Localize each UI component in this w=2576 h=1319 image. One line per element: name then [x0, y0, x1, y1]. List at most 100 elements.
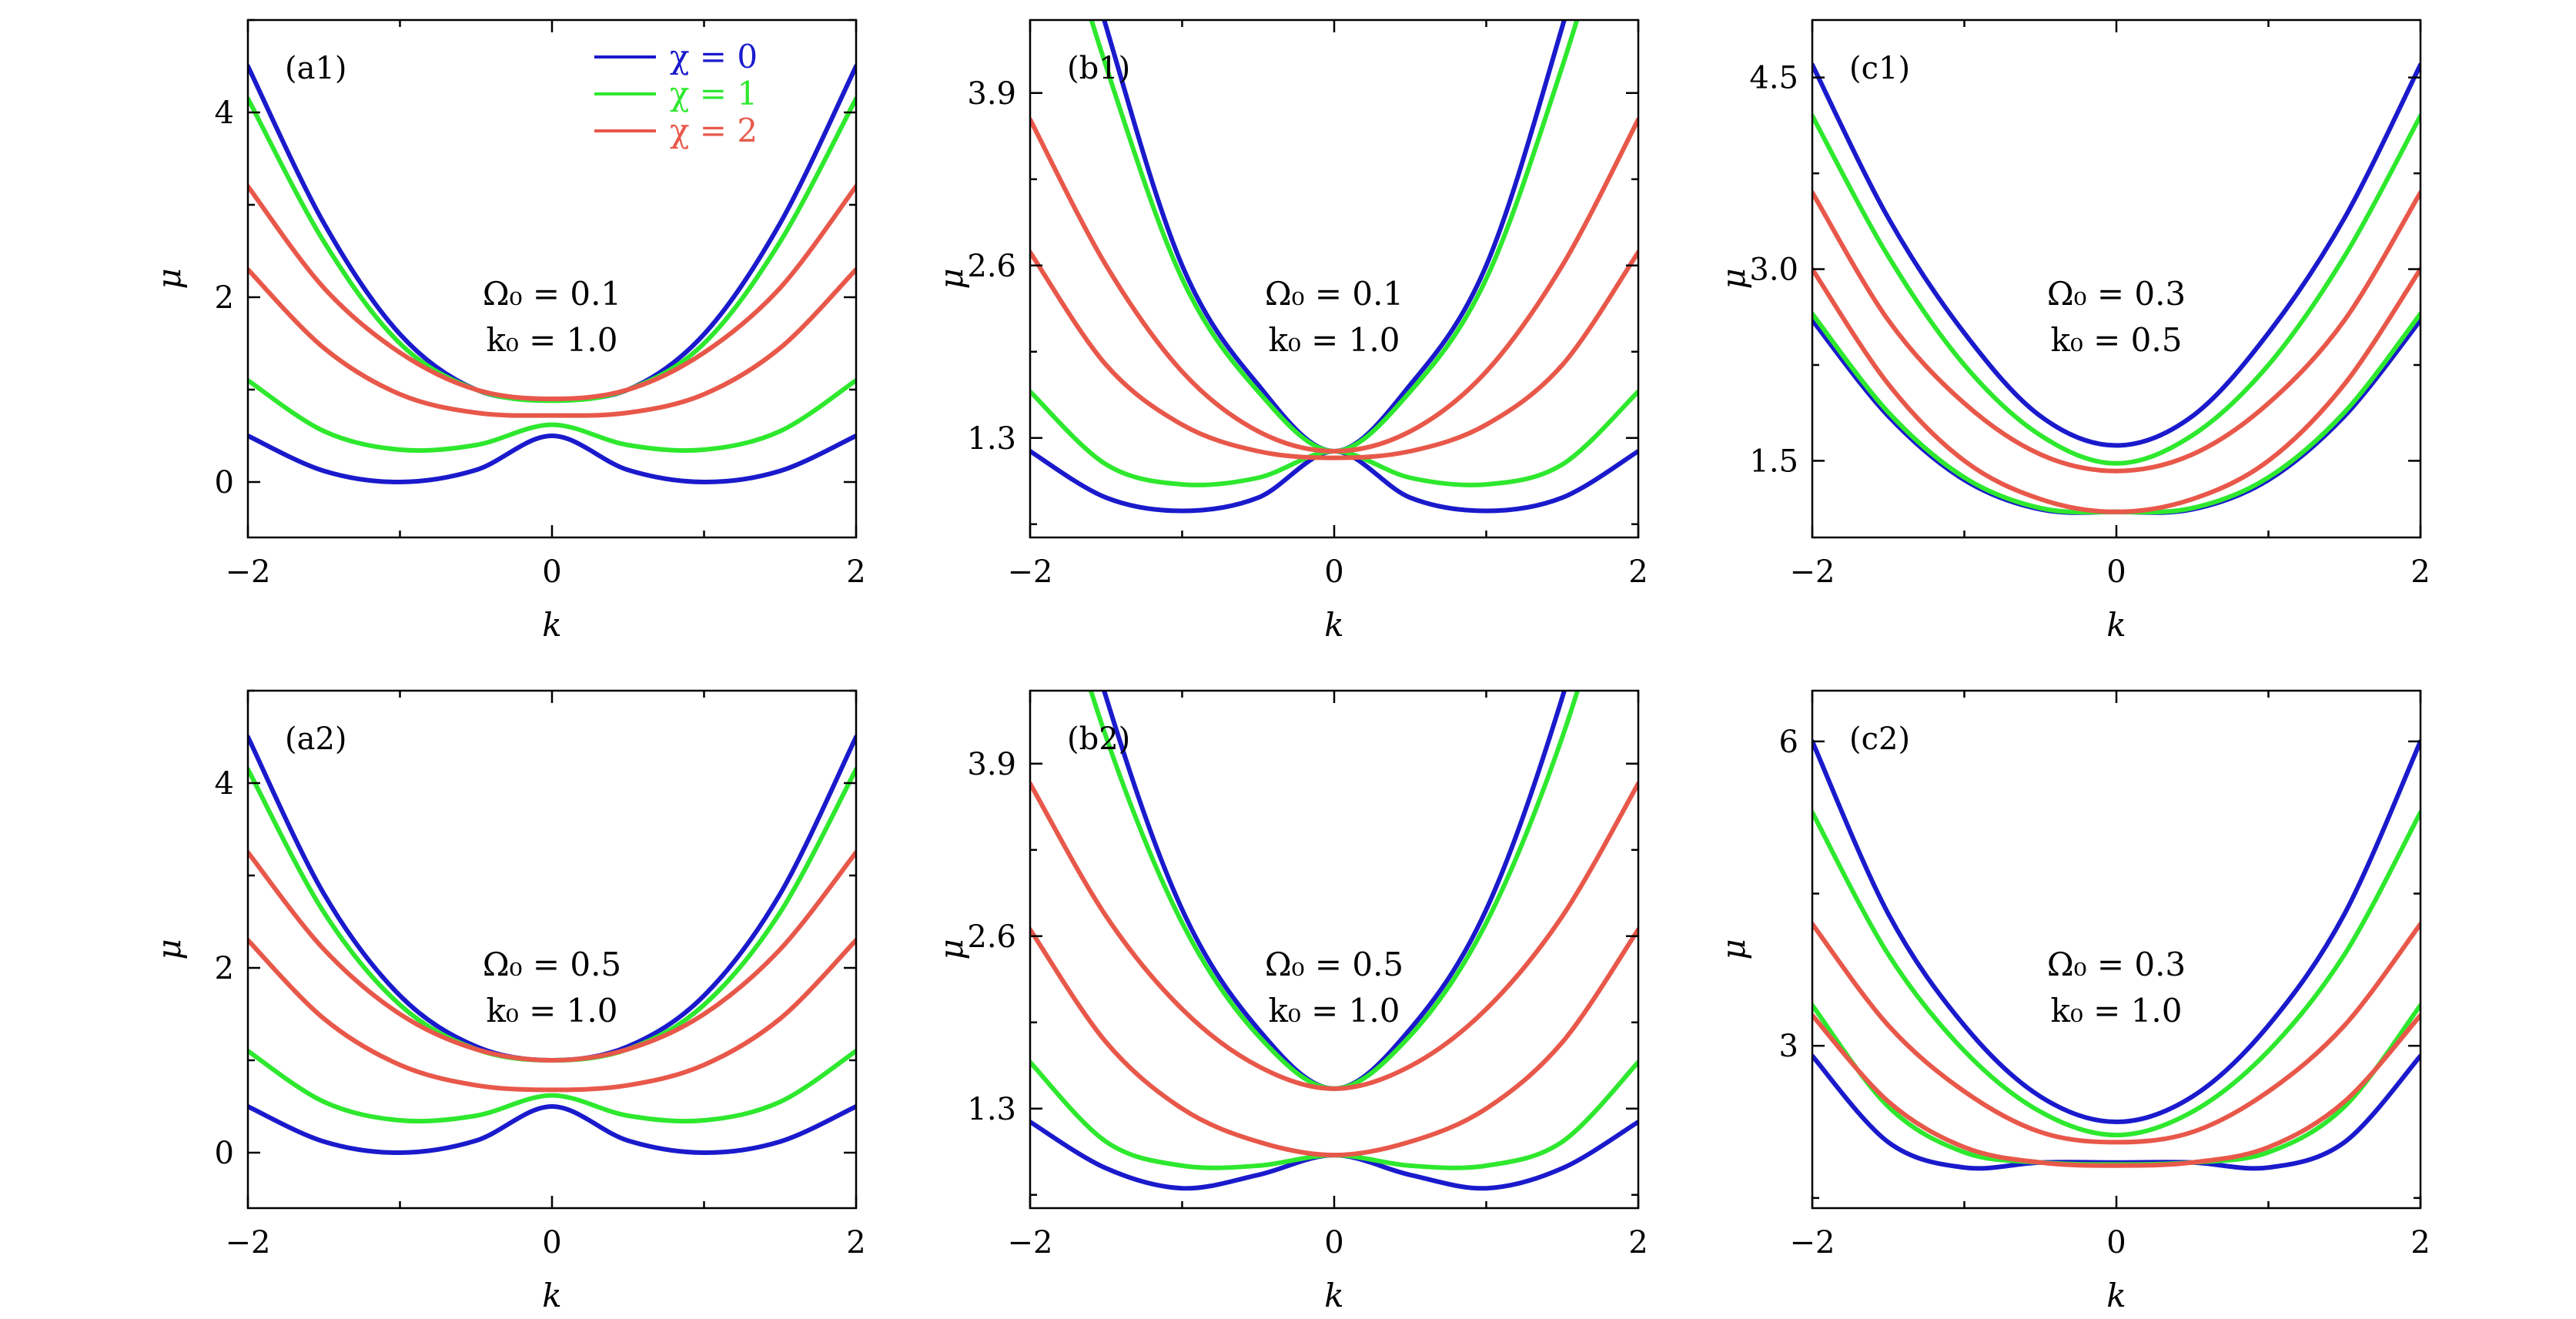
x-tick-label: 2: [1628, 554, 1648, 590]
x-tick-label: 2: [2410, 554, 2430, 590]
series-line-a2-5: [248, 850, 856, 1063]
parameter-annotation: k₀ = 1.0: [487, 321, 618, 359]
y-tick-label: 3.9: [967, 747, 1016, 782]
series-line-b1-2: [1030, 389, 1638, 487]
x-tick-label: −2: [1008, 1225, 1053, 1260]
parameter-annotation: Ω₀ = 0.5: [483, 946, 621, 983]
y-tick-label: 0: [215, 1136, 234, 1171]
y-tick-label: 2: [215, 951, 234, 986]
series-line-a1-5: [248, 184, 856, 402]
parameter-annotation: k₀ = 0.5: [2051, 321, 2183, 359]
panel-label: (c2): [1849, 721, 1910, 757]
x-tick-label: 2: [846, 1225, 865, 1260]
x-axis-label: k: [2106, 606, 2126, 644]
legend-label: χ = 1: [670, 75, 758, 112]
series-line-b1-4: [1030, 249, 1638, 460]
x-tick-label: 2: [2410, 1225, 2430, 1260]
y-tick-label: 4: [215, 766, 234, 802]
x-axis-label: k: [542, 1277, 561, 1314]
series-line-a1-0: [248, 433, 856, 485]
y-tick-label: 1.5: [1749, 444, 1798, 479]
series-line-a2-2: [248, 1049, 856, 1124]
y-tick-label: 4.5: [1749, 61, 1798, 96]
legend-label: χ = 2: [670, 112, 758, 149]
y-tick-label: 3: [1779, 1029, 1798, 1064]
y-tick-label: 2: [215, 280, 234, 316]
panel-a2: −2 0 2 0 2 4 k μ (a2) Ω₀ = 0.5 k₀ = 1.0: [150, 689, 866, 1314]
series-group: [1030, 20, 1638, 514]
series-line-c2-4: [1812, 1013, 2420, 1168]
series-group: [1812, 738, 2420, 1171]
series-group: [1812, 62, 2420, 515]
series-group: [248, 64, 856, 485]
panel-label: (b2): [1067, 721, 1130, 757]
series-group: [1030, 691, 1638, 1191]
y-tick-label: 0: [215, 465, 234, 500]
y-axis-label: μ: [1715, 939, 1752, 959]
parameter-annotation: k₀ = 1.0: [2051, 992, 2183, 1029]
panel-b2: −2 0 2 1.3 2.6 3.9 k μ (b2) Ω₀ = 0.5 k₀ = 1.0: [932, 689, 1648, 1314]
y-tick-label: 1.3: [967, 421, 1016, 457]
y-tick-label: 3.9: [967, 76, 1016, 112]
parameter-annotation: Ω₀ = 0.1: [483, 275, 621, 313]
x-tick-label: 0: [542, 1225, 561, 1260]
series-line-c1-1: [1812, 62, 2420, 448]
series-line-b2-4: [1030, 927, 1638, 1158]
x-axis-label: k: [542, 606, 561, 644]
x-tick-label: −2: [226, 554, 271, 590]
x-axis-label: k: [1324, 1277, 1343, 1314]
y-axis-label: μ: [150, 268, 188, 289]
series-line-c2-1: [1812, 738, 2420, 1125]
panel-a1: −2 0 2 0 2 4 k μ (a1) Ω₀ = 0.1 k₀ = 1.0 χ = 0χ = 1χ…: [150, 18, 866, 644]
parameter-annotation: k₀ = 1.0: [1269, 992, 1400, 1029]
panel-b1: −2 0 2 1.3 2.6 3.9 k μ (b1) Ω₀ = 0.1 k₀ = 1.0: [932, 18, 1648, 644]
series-group: [248, 735, 856, 1156]
series-line-b2-2: [1030, 1060, 1638, 1170]
y-tick-label: 2.6: [967, 919, 1016, 955]
x-axis-label: k: [1324, 606, 1343, 644]
x-tick-label: −2: [226, 1225, 271, 1260]
parameter-annotation: k₀ = 1.0: [487, 992, 618, 1029]
panel-label: (c1): [1849, 51, 1910, 86]
y-axis-label: μ: [932, 268, 970, 289]
x-axis-label: k: [2106, 1277, 2126, 1314]
x-tick-label: −2: [1790, 554, 1835, 590]
parameter-annotation: Ω₀ = 0.5: [1265, 946, 1403, 983]
y-tick-label: 1.3: [967, 1092, 1016, 1127]
x-tick-label: 2: [846, 554, 865, 590]
panel-label: (a1): [285, 51, 347, 86]
panel-c2: −2 0 2 3 6 k μ (c2) Ω₀ = 0.3 k₀ = 1.0: [1715, 689, 2430, 1314]
x-tick-label: 0: [542, 554, 561, 590]
legend-label: χ = 0: [670, 38, 758, 75]
series-line-a2-0: [248, 1103, 856, 1156]
x-tick-label: −2: [1790, 1225, 1835, 1260]
series-line-b1-0: [1030, 448, 1638, 514]
series-line-a1-2: [248, 378, 856, 454]
series-line-a2-4: [248, 938, 856, 1093]
parameter-annotation: Ω₀ = 0.3: [2047, 275, 2186, 313]
series-line-c2-5: [1812, 922, 2420, 1145]
panel-label: (b1): [1067, 51, 1130, 86]
parameter-annotation: Ω₀ = 0.3: [2047, 946, 2186, 983]
x-tick-label: −2: [1008, 554, 1053, 590]
series-line-a1-4: [248, 267, 856, 418]
panel-c1: −2 0 2 1.5 3.0 4.5 k μ (c1) Ω₀ = 0.3 k₀ = 0.5: [1715, 18, 2430, 644]
series-line-c1-5: [1812, 190, 2420, 474]
y-axis-label: μ: [1715, 268, 1752, 289]
series-line-c2-3: [1812, 810, 2420, 1138]
y-tick-label: 2.6: [967, 249, 1016, 284]
y-axis-label: μ: [932, 939, 970, 959]
y-axis-label: μ: [150, 939, 188, 959]
series-line-b2-5: [1030, 781, 1638, 1091]
x-tick-label: 0: [2106, 554, 2126, 590]
series-line-b1-5: [1030, 117, 1638, 454]
x-tick-label: 2: [1628, 1225, 1648, 1260]
parameter-annotation: Ω₀ = 0.1: [1265, 275, 1403, 313]
x-tick-label: 0: [1324, 554, 1343, 590]
x-tick-label: 0: [1324, 1225, 1343, 1260]
series-line-c1-4: [1812, 266, 2420, 514]
series-line-c1-3: [1812, 113, 2420, 466]
y-tick-label: 3.0: [1749, 253, 1798, 288]
y-tick-label: 6: [1779, 725, 1798, 760]
